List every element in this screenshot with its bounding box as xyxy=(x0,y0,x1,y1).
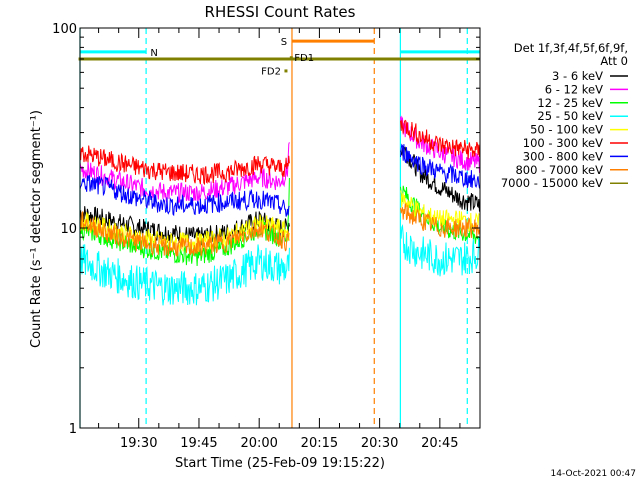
x-tick-label: 20:00 xyxy=(240,436,277,451)
x-tick-label: 20:45 xyxy=(421,436,458,451)
legend-header-attenuator: Att 0 xyxy=(600,54,628,68)
legend-label-5: 100 - 300 keV xyxy=(523,136,603,150)
y-axis-label: Count Rate (s⁻¹ detector segment⁻¹) xyxy=(29,110,44,348)
annotation-label-fd1: FD1 xyxy=(294,53,314,64)
series-line-7 xyxy=(79,202,480,257)
legend-label-2: 12 - 25 keV xyxy=(537,96,603,110)
annotation-layer: N S FD1 FD2 xyxy=(80,37,480,77)
x-tick-label: 19:45 xyxy=(180,436,217,451)
legend-label-3: 25 - 50 keV xyxy=(537,109,603,123)
x-tick-label: 19:30 xyxy=(120,436,157,451)
legend-label-7: 800 - 7000 keV xyxy=(515,163,603,177)
annotation-marker-fd1 xyxy=(289,56,293,60)
series-line-5 xyxy=(79,119,480,186)
legend: Det 1f,3f,4f,5f,6f,9f, Att 0 3 - 6 keV6 … xyxy=(501,41,628,190)
legend-label-0: 3 - 6 keV xyxy=(552,69,603,83)
legend-label-1: 6 - 12 keV xyxy=(545,82,603,96)
chart-title: RHESSI Count Rates xyxy=(205,3,356,21)
timestamp: 14-Oct-2021 00:47 xyxy=(551,469,636,479)
axes: 1 10 100 19:30 19:45 20:00 20:15 20:30 20:45 xyxy=(52,22,481,451)
annotation-label-s: S xyxy=(281,37,287,48)
y-tick-label: 10 xyxy=(60,222,77,237)
series-line-3 xyxy=(79,223,480,306)
annotation-label-fd2: FD2 xyxy=(261,66,281,77)
annotation-marker-fd2 xyxy=(284,69,288,73)
annotation-label-n: N xyxy=(150,48,157,59)
x-tick-label: 20:30 xyxy=(361,436,398,451)
x-axis-label: Start Time (25-Feb-09 19:15:22) xyxy=(175,456,385,471)
y-tick-label: 100 xyxy=(52,22,77,37)
legend-label-8: 7000 - 15000 keV xyxy=(501,176,603,190)
x-tick-label: 20:15 xyxy=(301,436,338,451)
y-tick-label: 1 xyxy=(69,422,77,437)
series-line-6 xyxy=(79,143,480,217)
legend-label-6: 300 - 800 keV xyxy=(523,149,603,163)
series-layer xyxy=(78,57,480,306)
legend-label-4: 50 - 100 keV xyxy=(530,123,603,137)
legend-header-detectors: Det 1f,3f,4f,5f,6f,9f, xyxy=(514,41,628,55)
series-line-1 xyxy=(79,115,480,203)
